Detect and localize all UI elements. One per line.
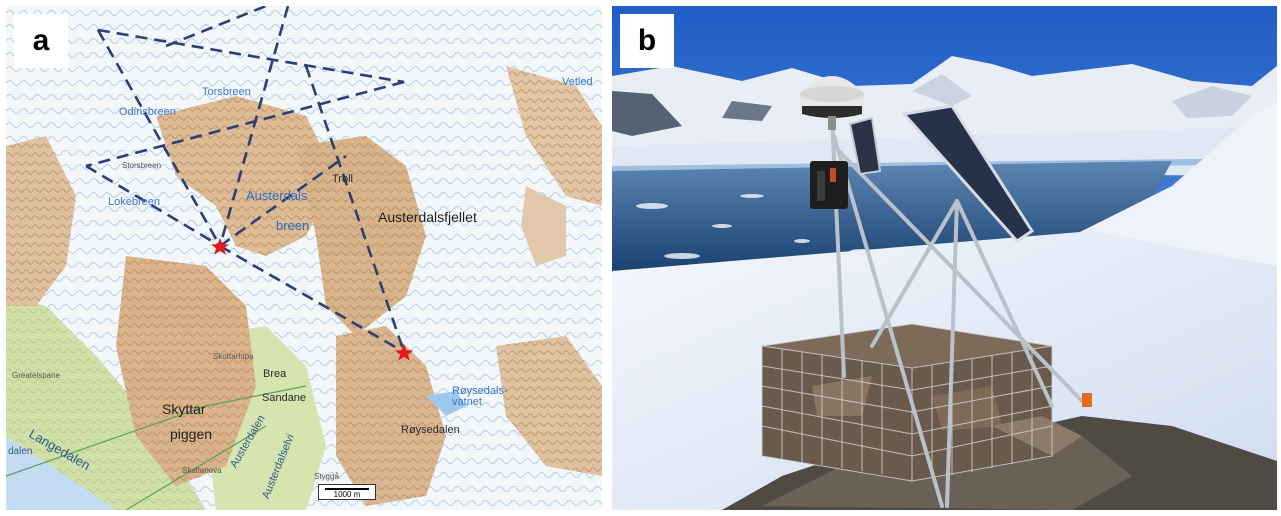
sea-water <box>612 161 1172 276</box>
gabion-rock-basket <box>761 323 1082 482</box>
map-label-skaltanova: Skaltanova <box>182 466 222 475</box>
map-label-austerdalsfjellet: Austerdalsfjellet <box>378 209 477 225</box>
map-label-torsbreen: Torsbreen <box>202 86 251 98</box>
orange-strap <box>1082 393 1092 407</box>
panel-label-b: b <box>620 14 674 68</box>
map-label-sandane: Sandane <box>262 392 307 404</box>
panel-label-a: a <box>14 14 68 68</box>
map-label-brea: Brea <box>263 368 287 380</box>
map-label-austerdals: Austerdals <box>246 188 308 203</box>
map-label-storsbreen: Storsbreen <box>122 161 162 170</box>
gps-station-photo <box>612 6 1277 510</box>
map-label-skottarhipa: Skottarhipa <box>213 352 254 361</box>
lake <box>426 391 466 416</box>
road <box>6 385 307 477</box>
scale-bar-label: 1000 m <box>333 490 361 499</box>
map-label-breen: breen <box>276 218 310 233</box>
solar-panel <box>901 104 1035 243</box>
gps-antenna <box>800 76 864 130</box>
red-star-marker <box>395 344 413 361</box>
map-label-lokebreen: Lokebreen <box>108 196 160 208</box>
map-label-skyttar: Skyttar <box>162 401 206 417</box>
road <box>125 425 267 510</box>
map-label-greatelspane: Greatelspane <box>12 371 61 380</box>
survey-route-lines <box>85 6 406 354</box>
red-star-marker <box>211 238 229 255</box>
field-photo-panel: b <box>612 6 1277 510</box>
map-label-piggen: piggen <box>170 426 213 442</box>
map-label-odinsbreen: Odinsbreen <box>119 106 176 118</box>
map-label-troll: Troll <box>332 173 353 185</box>
map-label-vetled: Vetled <box>562 76 593 88</box>
map-scale-bar: 1000 m <box>318 484 376 500</box>
antenna-tripod <box>830 114 1084 508</box>
map-label-dalen: dalen <box>8 446 33 457</box>
topographic-map-panel: Vetled Odinsbreen Torsbreen Austerdals b… <box>6 6 602 510</box>
lake <box>6 436 116 510</box>
battery-box <box>810 161 848 209</box>
map-label-roysedalen: Røysedalen <box>401 424 460 436</box>
solar-panel-small <box>848 116 882 176</box>
topographic-map <box>6 6 602 510</box>
map-label-stygge: Styggå <box>314 472 339 481</box>
map-label-roysedals-vatnet: Røysedals- vatnet <box>452 385 508 408</box>
